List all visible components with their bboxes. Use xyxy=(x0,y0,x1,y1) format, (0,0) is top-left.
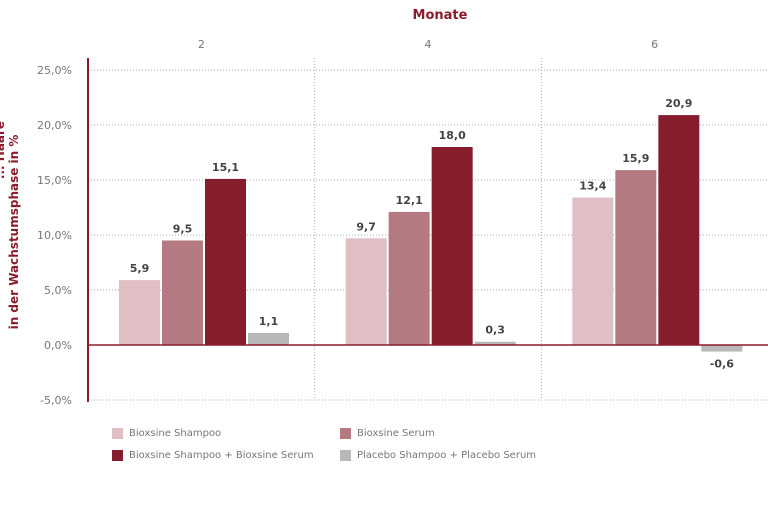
legend-swatch-bioxsine-serum xyxy=(340,428,351,439)
data-label: 5,9 xyxy=(130,262,150,275)
bar-bioxsine-shampoo-4 xyxy=(345,238,387,345)
bar-placebo-shampoo-placebo-serum-4 xyxy=(474,341,516,345)
data-label: 12,1 xyxy=(396,194,423,207)
bar-bioxsine-shampoo-bioxsine-serum-2 xyxy=(205,178,246,345)
legend-label-combo: Bioxsine Shampoo + Bioxsine Serum xyxy=(129,450,314,461)
legend-label-placebo: Placebo Shampoo + Placebo Serum xyxy=(357,450,537,461)
y-tick-label: 0,0% xyxy=(44,339,72,352)
legend-item-placebo: Placebo Shampoo + Placebo Serum xyxy=(340,450,536,461)
data-label: 13,4 xyxy=(579,180,606,193)
y-tick-label: 25,0% xyxy=(37,64,72,77)
y-tick-label: -5,0% xyxy=(40,394,72,407)
x-tick-label: 2 xyxy=(198,38,205,51)
data-label: 18,0 xyxy=(439,129,466,142)
legend-label-bioxsine-serum: Bioxsine Serum xyxy=(357,428,435,439)
legend-swatch-placebo xyxy=(340,450,351,461)
data-label: 20,9 xyxy=(665,97,692,110)
y-tick-label: 10,0% xyxy=(37,229,72,242)
y-axis-label-partial: ... Haare xyxy=(0,121,7,179)
data-label: 0,3 xyxy=(485,324,505,337)
bar-bioxsine-shampoo-6 xyxy=(572,197,614,345)
legend-item-bioxsine-shampoo: Bioxsine Shampoo xyxy=(112,428,221,439)
legend: Bioxsine Shampoo Bioxsine Serum Bioxsine… xyxy=(112,428,632,472)
bar-bioxsine-serum-4 xyxy=(388,211,430,345)
bar-bioxsine-serum-2 xyxy=(162,240,203,345)
data-label: 9,5 xyxy=(173,223,193,236)
y-axis-label: in der Wachstumsphase in % xyxy=(7,135,21,330)
y-tick-label: 5,0% xyxy=(44,284,72,297)
data-label: 15,9 xyxy=(622,152,649,165)
bar-bioxsine-serum-6 xyxy=(615,170,657,345)
legend-item-combo: Bioxsine Shampoo + Bioxsine Serum xyxy=(112,450,314,461)
data-label: 9,7 xyxy=(356,220,376,233)
data-label: 15,1 xyxy=(212,161,239,174)
legend-item-bioxsine-serum: Bioxsine Serum xyxy=(340,428,435,439)
bar-bioxsine-shampoo-bioxsine-serum-4 xyxy=(431,147,473,345)
bar-bioxsine-shampoo-bioxsine-serum-6 xyxy=(658,115,700,345)
bar-placebo-shampoo-placebo-serum-2 xyxy=(248,332,289,345)
legend-label-bioxsine-shampoo: Bioxsine Shampoo xyxy=(129,428,222,439)
data-label: -0,6 xyxy=(710,358,734,371)
bar-bioxsine-shampoo-2 xyxy=(119,280,160,345)
y-tick-label: 20,0% xyxy=(37,119,72,132)
data-label: 1,1 xyxy=(259,315,279,328)
x-tick-label: 6 xyxy=(651,38,658,51)
legend-swatch-bioxsine-shampoo xyxy=(112,428,123,439)
y-tick-label: 15,0% xyxy=(37,174,72,187)
x-tick-label: 4 xyxy=(425,38,432,51)
bar-placebo-shampoo-placebo-serum-6 xyxy=(701,345,743,352)
chart-title: Monate xyxy=(413,8,468,23)
legend-swatch-combo xyxy=(112,450,123,461)
